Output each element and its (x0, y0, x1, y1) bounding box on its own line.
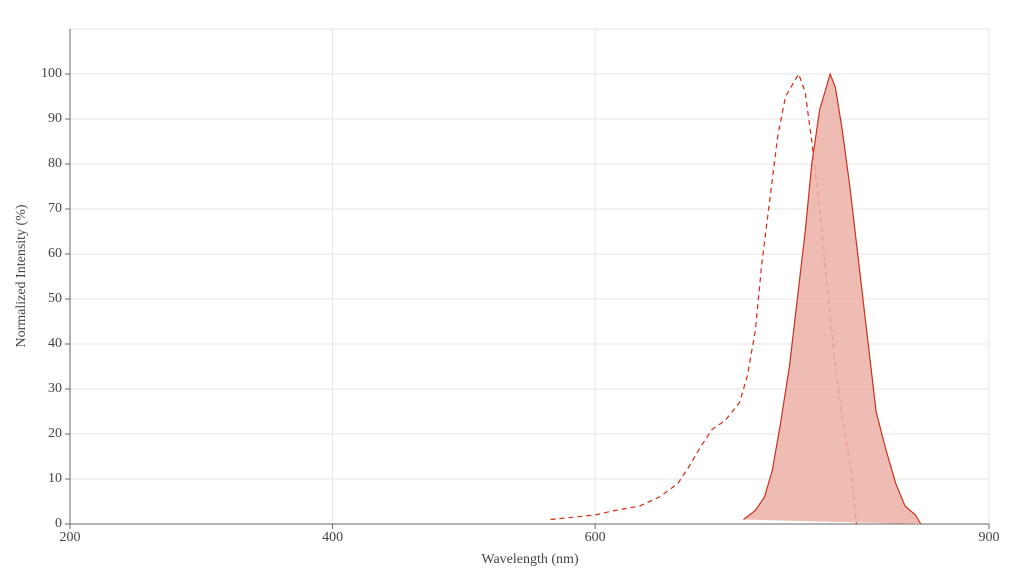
x-axis-label: Wavelength (nm) (481, 552, 579, 567)
x-tick-label: 400 (322, 530, 343, 545)
y-tick-label: 50 (48, 291, 62, 306)
x-tick-label: 900 (979, 530, 1000, 545)
y-tick-label: 100 (41, 66, 62, 81)
y-tick-label: 40 (48, 336, 62, 351)
y-tick-label: 30 (48, 381, 62, 396)
y-tick-label: 70 (48, 201, 62, 216)
x-tick-label: 200 (60, 530, 81, 545)
y-tick-label: 80 (48, 156, 62, 171)
y-tick-label: 10 (48, 471, 62, 486)
y-tick-label: 60 (48, 246, 62, 261)
y-tick-label: 0 (55, 516, 62, 531)
y-tick-label: 90 (48, 111, 62, 126)
x-tick-label: 600 (585, 530, 606, 545)
y-axis-label: Normalized Intensity (%) (14, 204, 29, 347)
area (743, 72, 922, 525)
y-tick-label: 20 (48, 426, 62, 441)
